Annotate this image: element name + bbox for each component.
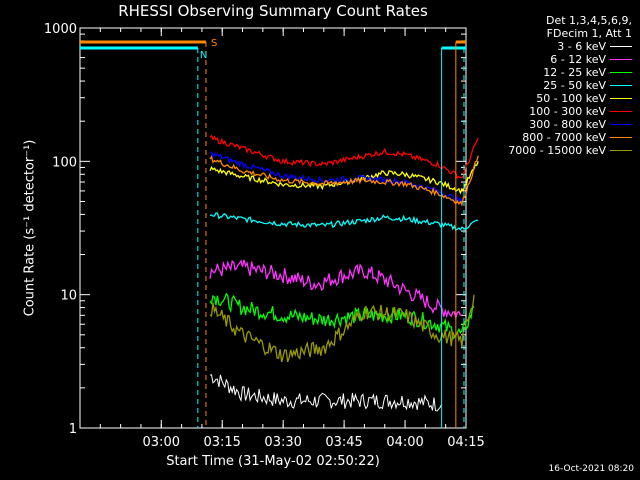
legend-item-label: 50 - 100 keV [536, 92, 606, 105]
legend-item: 3 - 6 keV [472, 40, 632, 53]
legend-item-label: 800 - 7000 keV [522, 131, 606, 144]
series-line-25-50keV [210, 212, 479, 232]
x-tick-label: 04:00 [386, 435, 423, 450]
x-tick-label: 03:30 [264, 435, 301, 450]
legend-header-line: FDecim 1, Att 1 [546, 27, 632, 40]
chart-legend: Det 1,3,4,5,6,9, FDecim 1, Att 1 3 - 6 k… [472, 14, 632, 157]
chart-axes: 03:00 03:15 03:30 03:45 04:00 04:15 1 10 100 1000 [44, 22, 485, 450]
legend-item: 6 - 12 keV [472, 53, 632, 66]
legend-swatch [610, 124, 632, 125]
saa-marker-label: S [211, 38, 217, 49]
legend-item: 12 - 25 keV [472, 66, 632, 79]
chart-title: RHESSI Observing Summary Count Rates [118, 2, 428, 20]
x-tick-label: 03:45 [325, 435, 362, 450]
night-marker-label: N [200, 50, 207, 61]
legend-swatch [610, 137, 632, 138]
y-tick-label: 1 [69, 422, 77, 437]
legend-item: 300 - 800 keV [472, 118, 632, 131]
legend-item: 25 - 50 keV [472, 79, 632, 92]
x-tick-label: 03:15 [203, 435, 240, 450]
legend-swatch [610, 72, 632, 73]
series-line-800-7000keV [209, 155, 479, 207]
legend-swatch [610, 150, 632, 151]
y-tick-label: 1000 [44, 22, 77, 37]
legend-item-label: 7000 - 15000 keV [508, 144, 606, 157]
legend-item: 50 - 100 keV [472, 92, 632, 105]
series-line-6-12keV [209, 259, 463, 321]
legend-swatch [610, 111, 632, 112]
legend-item-label: 6 - 12 keV [550, 53, 606, 66]
legend-swatch [610, 85, 632, 86]
x-tick-label: 04:15 [447, 435, 484, 450]
chart-series-lines [209, 134, 479, 412]
legend-item-label: 12 - 25 keV [543, 66, 606, 79]
legend-item: 100 - 300 keV [472, 105, 632, 118]
x-tick-label: 03:00 [143, 435, 180, 450]
legend-item-label: 100 - 300 keV [529, 105, 606, 118]
series-line-300-800keV [209, 151, 463, 203]
legend-header-line: Det 1,3,4,5,6,9, [545, 14, 632, 27]
series-line-7000-15000keV [209, 294, 475, 363]
legend-item-label: 25 - 50 keV [543, 79, 606, 92]
series-line-12-25keV [209, 292, 475, 340]
legend-swatch [610, 98, 632, 99]
legend-item-label: 300 - 800 keV [529, 118, 606, 131]
plot-frame [79, 27, 467, 429]
legend-swatch [610, 59, 632, 60]
chart-annotations: SN [80, 38, 466, 428]
plot-timestamp: 16-Oct-2021 08:20 [548, 464, 634, 474]
legend-item: 7000 - 15000 keV [472, 144, 632, 157]
series-line-100-300keV [209, 134, 479, 180]
series-line-3-6keV [209, 374, 443, 412]
y-tick-label: 100 [52, 155, 77, 170]
legend-swatch [610, 46, 632, 47]
y-axis-label: Count Rate (s⁻¹ detector⁻¹) [22, 139, 38, 317]
y-tick-label: 10 [60, 289, 77, 304]
x-axis-label: Start Time (31-May-02 02:50:22) [166, 454, 380, 469]
legend-item-label: 3 - 6 keV [557, 40, 606, 53]
legend-item: 800 - 7000 keV [472, 131, 632, 144]
